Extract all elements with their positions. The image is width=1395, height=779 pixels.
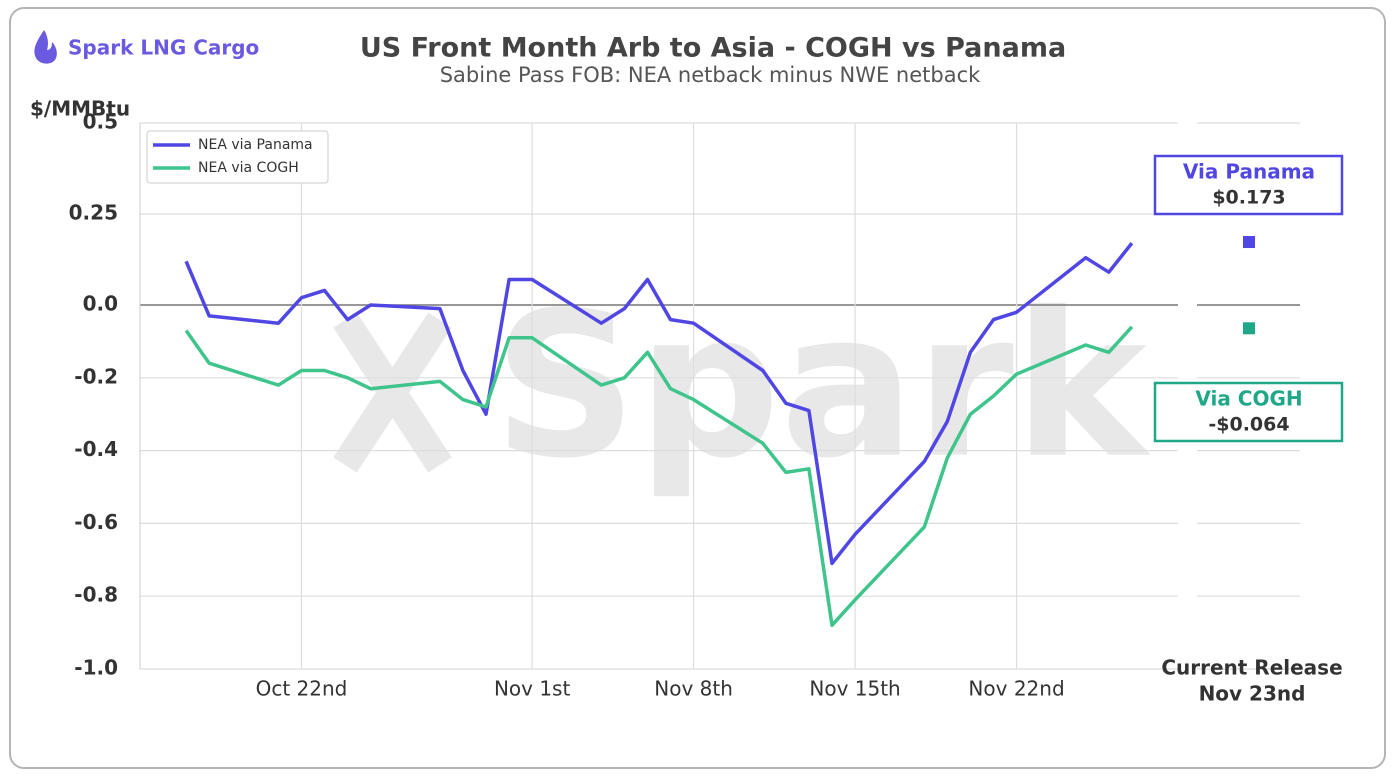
current-name: Via COGH — [1195, 387, 1302, 411]
release-label: Nov 23nd — [1199, 682, 1306, 706]
x-tick-label: Nov 22nd — [968, 677, 1064, 701]
brand-logo — [34, 30, 57, 64]
x-tick-label: Nov 8th — [654, 677, 733, 701]
y-tick-label: -0.8 — [74, 583, 118, 607]
y-tick-label: -0.4 — [74, 437, 118, 461]
current-box — [1153, 154, 1344, 216]
legend-label: NEA via COGH — [198, 160, 299, 176]
current-marker — [1243, 322, 1255, 335]
chart-subtitle: Sabine Pass FOB: NEA netback minus NWE n… — [440, 63, 981, 87]
legend-label: NEA via Panama — [198, 137, 313, 153]
y-tick-label: -0.6 — [74, 510, 118, 534]
x-tick-label: Nov 1st — [494, 677, 571, 701]
y-tick-label: -1.0 — [74, 656, 118, 680]
y-tick-label: -0.2 — [74, 364, 118, 388]
x-tick-label: Oct 22nd — [256, 677, 348, 701]
series-line — [184, 325, 1134, 628]
current-box — [1153, 381, 1344, 443]
current-name: Via Panama — [1183, 160, 1315, 184]
y-tick-label: 0.5 — [83, 110, 118, 134]
y-tick-label: 0.0 — [83, 292, 118, 316]
y-axis-label: $/MMBtu — [30, 97, 130, 121]
current-marker — [1243, 236, 1255, 249]
series-line — [184, 242, 1134, 566]
x-tick-label: Nov 15th — [809, 677, 900, 701]
current-value: -$0.064 — [1208, 414, 1289, 436]
legend-box — [146, 130, 329, 184]
chart-title: US Front Month Arb to Asia - COGH vs Pan… — [360, 33, 1066, 64]
y-tick-label: 0.25 — [69, 201, 118, 225]
watermark-logo — [333, 312, 452, 473]
release-label: Current Release — [1161, 656, 1342, 680]
current-value: $0.173 — [1212, 187, 1285, 209]
frame — [9, 7, 1386, 769]
brand: Spark LNG Cargo — [68, 36, 259, 60]
